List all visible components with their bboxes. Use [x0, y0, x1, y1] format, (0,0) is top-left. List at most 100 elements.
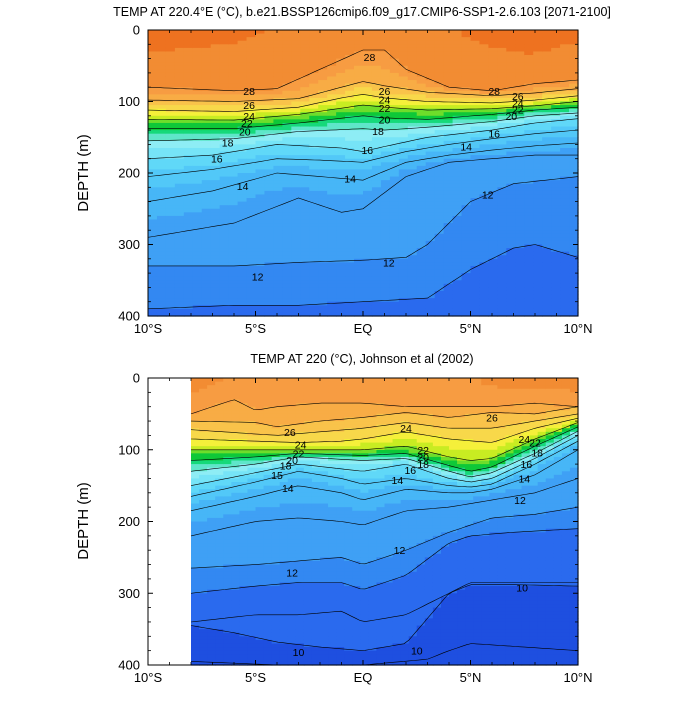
panel-top-cell: [229, 102, 239, 106]
panel-top-cell: [479, 51, 489, 55]
panel-top-cell: [184, 166, 194, 170]
panel-top-cell: [417, 277, 427, 281]
panel-top-cell: [524, 234, 534, 238]
panel-top-cell: [426, 298, 436, 302]
panel-top-cell: [524, 148, 534, 152]
panel-bottom-cell: [272, 543, 281, 547]
panel-top-cell: [542, 298, 552, 302]
panel-top-cell: [453, 287, 463, 291]
panel-top-cell: [372, 212, 382, 216]
panel-top-cell: [390, 166, 400, 170]
panel-top-cell: [417, 216, 427, 220]
panel-top-cell: [220, 66, 230, 70]
panel-top-cell: [363, 227, 373, 231]
panel-top-cell: [256, 130, 266, 134]
panel-top-cell: [175, 277, 185, 281]
panel-top-cell: [345, 73, 355, 77]
panel-bottom-cell: [280, 557, 289, 561]
panel-top-cell: [309, 209, 319, 213]
panel-top-cell: [524, 48, 534, 52]
panel-top-cell: [327, 119, 337, 123]
panel-top-cell: [426, 159, 436, 163]
panel-top-cell: [175, 227, 185, 231]
panel-top-cell: [175, 84, 185, 88]
panel-top-cell: [309, 287, 319, 291]
panel-top-cell: [426, 141, 436, 145]
panel-top-cell: [211, 148, 221, 152]
panel-top-cell: [435, 284, 445, 288]
panel-top-cell: [309, 48, 319, 52]
panel-top-cell: [444, 66, 454, 70]
panel-top-cell: [408, 134, 418, 138]
panel-top-cell: [282, 162, 292, 166]
panel-top-cell: [363, 37, 373, 41]
panel-top-cell: [220, 112, 230, 116]
panel-top-cell: [300, 109, 310, 113]
panel-top-cell: [193, 252, 203, 256]
panel-top-cell: [202, 44, 212, 48]
panel-bottom-cell: [207, 450, 216, 454]
panel-top-cell: [193, 51, 203, 55]
panel-top-cell: [193, 134, 203, 138]
panel-bottom-cell: [264, 543, 273, 547]
panel-top-cell: [488, 80, 498, 84]
panel-bottom-cell: [272, 435, 281, 439]
panel-top-cell: [300, 287, 310, 291]
panel-top-cell: [363, 73, 373, 77]
panel-top-cell: [211, 144, 221, 148]
panel-top-cell: [256, 48, 266, 52]
panel-top-cell: [435, 55, 445, 59]
panel-top-cell: [166, 30, 176, 34]
panel-bottom-cell: [264, 504, 273, 508]
panel-top-cell: [497, 191, 507, 195]
panel-top-cell: [336, 227, 346, 231]
panel-bottom-cell: [191, 382, 200, 386]
panel-top-cell: [524, 166, 534, 170]
panel-top-contour-label: 14: [460, 142, 472, 154]
panel-bottom-cell: [231, 410, 240, 414]
panel-top-cell: [220, 51, 230, 55]
panel-top-cell: [273, 177, 283, 181]
panel-top-cell: [157, 259, 167, 263]
panel-top-cell: [238, 69, 248, 73]
panel-top-cell: [515, 219, 525, 223]
panel-top-cell: [497, 234, 507, 238]
panel-top-cell: [524, 223, 534, 227]
panel-top-cell: [560, 105, 570, 109]
panel-top-cell: [175, 259, 185, 263]
panel-top-cell: [426, 223, 436, 227]
panel-bottom-cell: [207, 608, 216, 612]
panel-top-cell: [148, 287, 158, 291]
panel-top-cell: [247, 227, 257, 231]
panel-top-cell: [211, 112, 221, 116]
panel-top-cell: [202, 194, 212, 198]
panel-top-cell: [309, 212, 319, 216]
panel-top-cell: [202, 284, 212, 288]
panel-top-cell: [264, 80, 274, 84]
panel-top-cell: [506, 37, 516, 41]
panel-top-cell: [282, 209, 292, 213]
panel-top-cell: [363, 30, 373, 34]
panel-bottom-cell: [264, 400, 273, 404]
panel-top-cell: [426, 184, 436, 188]
panel-bottom-cell: [199, 554, 208, 558]
panel-top-cell: [211, 109, 221, 113]
panel-bottom-cell: [280, 410, 289, 414]
panel-top-cell: [264, 230, 274, 234]
panel-bottom-cell: [247, 425, 256, 429]
panel-bottom-cell: [199, 518, 208, 522]
panel-top-cell: [551, 270, 561, 274]
panel-top-cell: [471, 280, 481, 284]
panel-top-cell: [282, 205, 292, 209]
panel-top-cell: [488, 277, 498, 281]
panel-top-cell: [533, 287, 543, 291]
panel-top-cell: [542, 262, 552, 266]
panel-top-cell: [345, 295, 355, 299]
panel-top-cell: [354, 37, 364, 41]
panel-top-cell: [471, 187, 481, 191]
panel-top-cell: [390, 76, 400, 80]
panel-bottom-cell: [256, 568, 265, 572]
panel-top-cell: [506, 202, 516, 206]
panel-top-cell: [381, 248, 391, 252]
panel-top-cell: [247, 155, 257, 159]
